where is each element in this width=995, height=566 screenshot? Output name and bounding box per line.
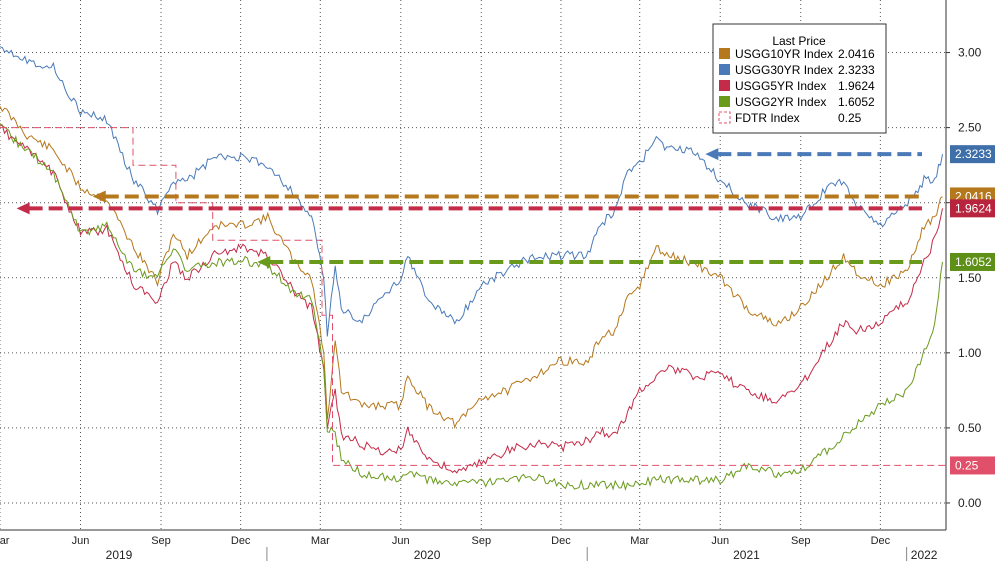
x-tick-label: Sep — [151, 535, 171, 547]
axes: 0.000.501.001.502.002.503.00MarJunSepDec… — [0, 0, 982, 562]
legend-last-value: 2.0416 — [838, 47, 875, 61]
y-tick-label: 1.00 — [958, 346, 982, 360]
arrow-head-icon — [16, 202, 30, 215]
legend-last-value: 1.9624 — [838, 79, 875, 93]
x-tick-label: Dec — [551, 535, 571, 547]
y-tick-label: 0.00 — [958, 496, 982, 510]
arrow-head-icon — [705, 148, 719, 161]
price-tag-label: 1.6052 — [955, 255, 992, 269]
series-line-usgg2yr — [0, 123, 943, 492]
x-year-label: 2019 — [106, 548, 133, 561]
x-tick-label: Jun — [392, 535, 410, 547]
x-tick-label: Jun — [72, 535, 90, 547]
x-tick-label: Sep — [791, 535, 811, 547]
legend-series-name: FDTR Index — [735, 111, 800, 125]
legend-last-value: 0.25 — [838, 111, 862, 125]
price-tag-label: 0.25 — [955, 458, 979, 472]
legend-series-name: USGG5YR Index — [735, 79, 826, 93]
x-year-label: 2022 — [911, 548, 938, 561]
x-tick-label: Jun — [711, 535, 729, 547]
legend-swatch — [719, 64, 730, 75]
price-tag — [950, 252, 995, 271]
legend-last-value: 2.3233 — [838, 63, 875, 77]
x-tick-label: Dec — [231, 535, 251, 547]
legend-title: Last Price — [772, 34, 826, 48]
x-year-label: 2021 — [733, 548, 760, 561]
x-year-label: 2020 — [414, 548, 441, 561]
legend-series-name: USGG2YR Index — [735, 95, 826, 109]
x-tick-label: Mar — [311, 535, 330, 547]
price-tag — [950, 199, 995, 218]
x-tick-label: Dec — [871, 535, 891, 547]
legend-swatch — [719, 48, 730, 59]
series-line-usgg10yr — [0, 106, 943, 430]
price-tag-label: 2.3233 — [955, 147, 992, 161]
y-tick-label: 1.50 — [958, 271, 982, 285]
x-tick-label: Mar — [630, 535, 649, 547]
y-tick-label: 0.50 — [958, 421, 982, 435]
series-line-fdtr — [0, 127, 946, 466]
legend: Last Price USGG10YR Index 2.0416 USGG30YR … — [712, 23, 887, 134]
arrow-head-icon — [92, 190, 106, 203]
legend-last-value: 1.6052 — [838, 95, 875, 109]
legend-series-name: USGG30YR Index — [735, 63, 833, 77]
x-tick-label: Sep — [472, 535, 492, 547]
legend-series-name: USGG10YR Index — [735, 47, 833, 61]
legend-box — [712, 23, 887, 134]
series-line-usgg5yr — [0, 124, 943, 474]
price-tag — [950, 456, 995, 475]
arrow-head-icon — [257, 255, 271, 268]
x-tick-label: Mar — [0, 535, 10, 547]
price-tag — [950, 145, 995, 164]
price-tag-label: 1.9624 — [955, 201, 992, 215]
legend-swatch — [718, 111, 731, 124]
y-tick-label: 2.50 — [958, 121, 982, 135]
y-tick-label: 3.00 — [958, 46, 982, 60]
legend-swatch — [719, 96, 730, 107]
last-price-arrows — [16, 148, 922, 268]
legend-swatch — [719, 80, 730, 91]
